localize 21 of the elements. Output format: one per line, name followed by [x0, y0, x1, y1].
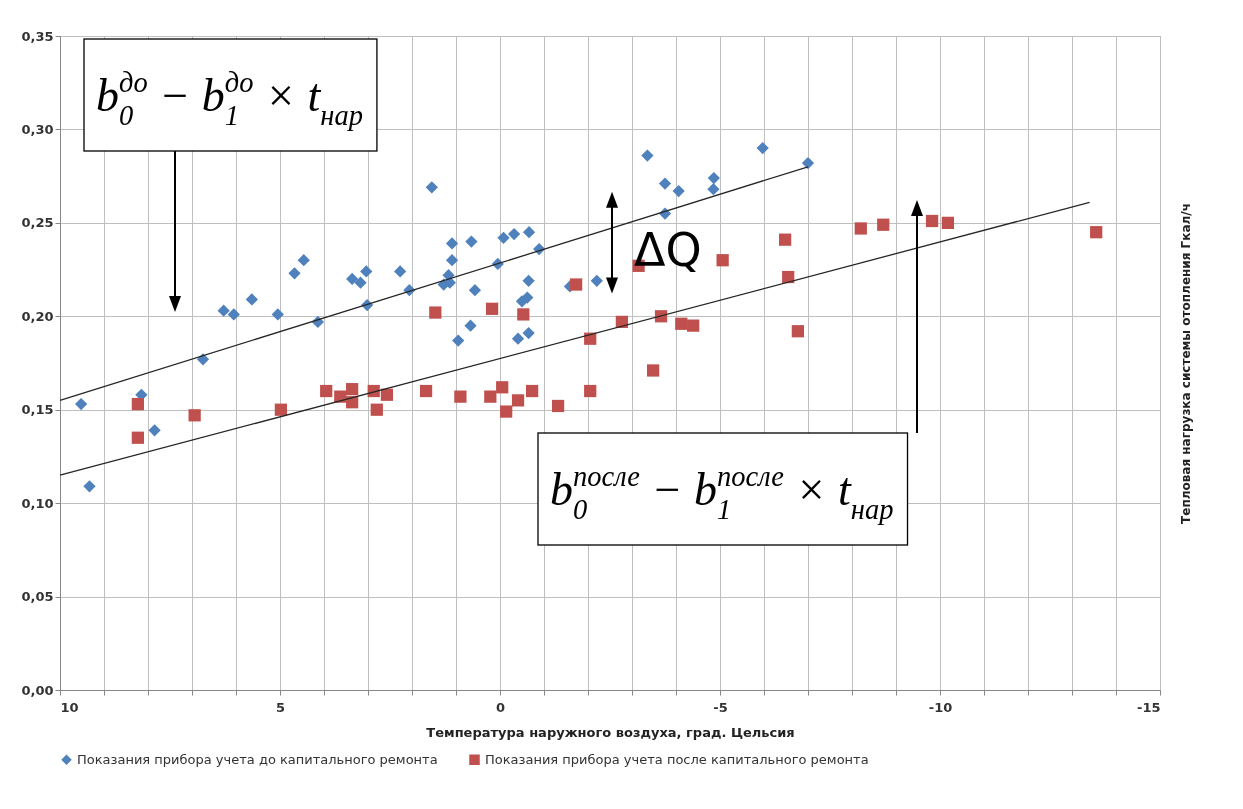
y-tick-label: 0,00	[21, 682, 54, 698]
y-tick-label: 0,20	[21, 308, 54, 324]
y-tick-label: 0,35	[21, 28, 54, 44]
x-tick-label: 10	[60, 699, 79, 715]
x-tick-label: 0	[495, 699, 506, 715]
legend-label: Показания прибора учета после капитального ремонта	[485, 751, 869, 767]
y-tick-label: 0,05	[21, 589, 54, 605]
x-tick-label: 5	[275, 699, 286, 715]
legend-label: Показания прибора учета до капитального ремонта	[77, 751, 438, 767]
x-tick-label: -5	[713, 699, 728, 715]
x-tick-label: -15	[1137, 699, 1161, 715]
x-tick-label: -10	[928, 699, 953, 715]
annotation: b$_{0}$$^{до}$ − b$_{1}$$^{до}$ × t$_{нар}$	[96, 66, 363, 131]
y-axis-title: Тепловая нагрузка системы отопления Гкал/ч	[1178, 203, 1193, 524]
y-tick-label: 0,10	[21, 495, 54, 511]
x-axis-title: Температура наружного воздуха, град. Цельсия	[426, 724, 795, 740]
y-tick-label: 0,30	[21, 121, 54, 137]
annotation: ΔQ	[634, 222, 702, 277]
y-tick-label: 0,25	[21, 215, 54, 231]
y-tick-label: 0,15	[21, 402, 54, 418]
annotation: b$_{0}$$^{после}$ − b$_{1}$$^{после}$ × t$_{нар}$	[550, 460, 894, 525]
